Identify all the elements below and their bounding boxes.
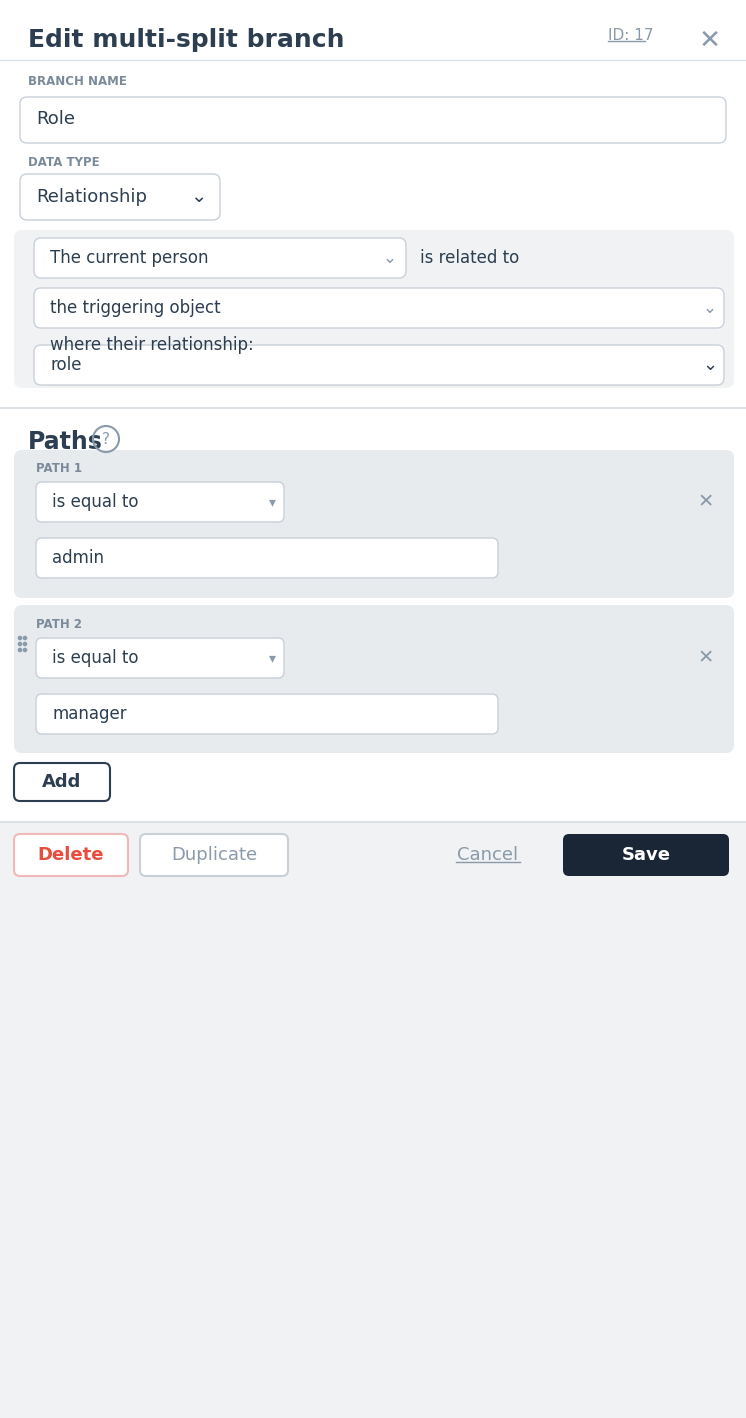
Text: the triggering object: the triggering object xyxy=(50,299,221,318)
Text: Paths: Paths xyxy=(28,430,103,454)
Circle shape xyxy=(19,637,22,640)
FancyBboxPatch shape xyxy=(14,763,110,801)
FancyBboxPatch shape xyxy=(36,537,498,579)
Text: PATH 2: PATH 2 xyxy=(36,618,82,631)
FancyBboxPatch shape xyxy=(36,693,498,735)
FancyBboxPatch shape xyxy=(563,834,729,876)
Text: ?: ? xyxy=(102,431,110,447)
Text: ⌄: ⌄ xyxy=(189,187,206,207)
Text: Delete: Delete xyxy=(38,847,104,864)
Text: is equal to: is equal to xyxy=(52,649,139,666)
Text: is related to: is related to xyxy=(420,250,519,267)
Text: ⌄: ⌄ xyxy=(703,299,717,318)
Text: role: role xyxy=(50,356,81,374)
Text: Add: Add xyxy=(43,773,82,791)
FancyBboxPatch shape xyxy=(140,834,288,876)
Circle shape xyxy=(23,648,27,652)
Text: ID: 17: ID: 17 xyxy=(608,28,653,43)
FancyBboxPatch shape xyxy=(36,638,284,678)
Text: The current person: The current person xyxy=(50,250,208,267)
FancyBboxPatch shape xyxy=(0,822,746,1418)
Text: Save: Save xyxy=(621,847,671,864)
Circle shape xyxy=(19,642,22,645)
Circle shape xyxy=(23,637,27,640)
Text: ✕: ✕ xyxy=(698,492,714,512)
Text: ✕: ✕ xyxy=(698,648,714,668)
FancyBboxPatch shape xyxy=(34,238,406,278)
FancyBboxPatch shape xyxy=(14,605,734,753)
FancyBboxPatch shape xyxy=(20,174,220,220)
FancyBboxPatch shape xyxy=(34,345,724,386)
FancyBboxPatch shape xyxy=(14,450,734,598)
Text: Cancel: Cancel xyxy=(457,847,518,864)
FancyBboxPatch shape xyxy=(14,230,734,389)
Circle shape xyxy=(19,648,22,652)
Text: Role: Role xyxy=(36,111,75,128)
Text: Relationship: Relationship xyxy=(36,189,147,206)
FancyBboxPatch shape xyxy=(14,834,128,876)
Text: ▾: ▾ xyxy=(269,651,275,665)
FancyBboxPatch shape xyxy=(20,96,726,143)
Text: BRANCH NAME: BRANCH NAME xyxy=(28,75,127,88)
Text: ⌄: ⌄ xyxy=(703,356,718,374)
Text: ⌄: ⌄ xyxy=(383,250,397,267)
FancyBboxPatch shape xyxy=(36,482,284,522)
Text: Duplicate: Duplicate xyxy=(171,847,257,864)
Text: ✕: ✕ xyxy=(699,28,721,54)
Text: manager: manager xyxy=(52,705,127,723)
Text: PATH 1: PATH 1 xyxy=(36,462,82,475)
Text: ▾: ▾ xyxy=(269,495,275,509)
Circle shape xyxy=(23,642,27,645)
Text: is equal to: is equal to xyxy=(52,493,139,510)
Text: Edit multi-split branch: Edit multi-split branch xyxy=(28,28,345,52)
Text: DATA TYPE: DATA TYPE xyxy=(28,156,100,169)
Text: where their relationship:: where their relationship: xyxy=(50,336,254,354)
Text: admin: admin xyxy=(52,549,104,567)
FancyBboxPatch shape xyxy=(34,288,724,328)
